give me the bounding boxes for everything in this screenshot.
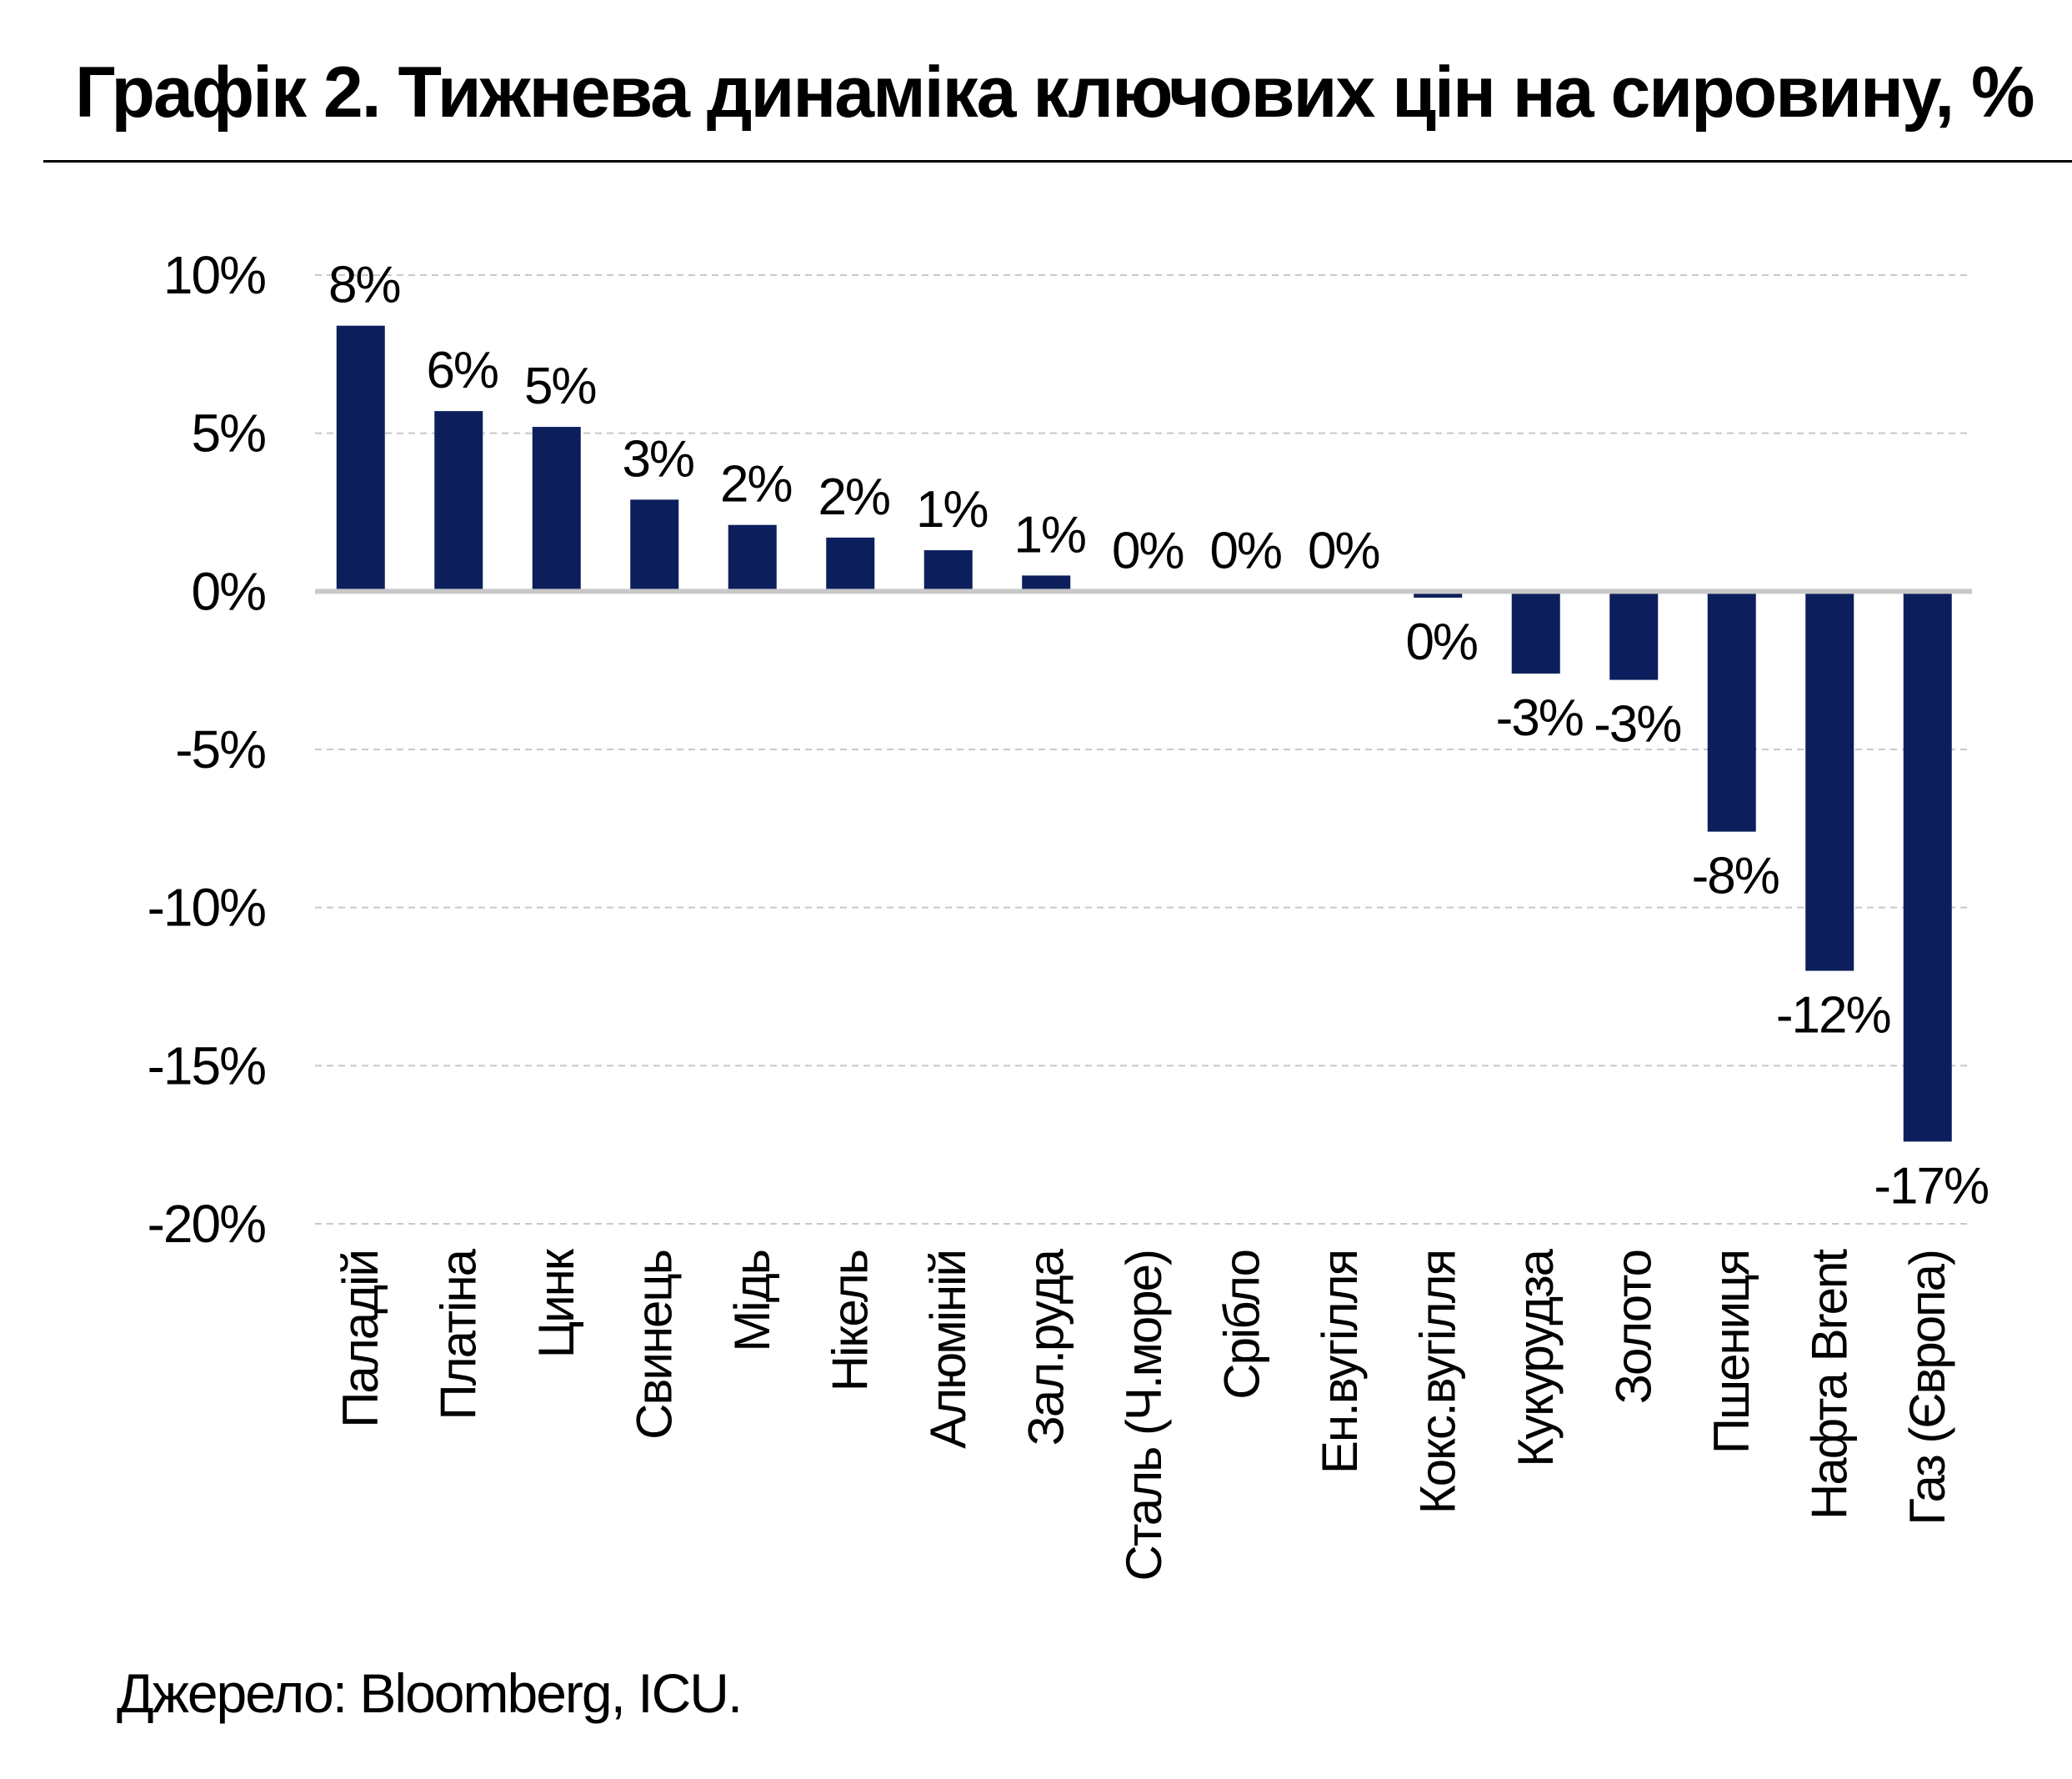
category-label: Газ (Європа) [1899,1250,1955,1526]
data-label: 0% [1308,522,1379,579]
chart-title: Графік 2. Тижнева динаміка ключових цін … [75,53,2035,133]
y-tick-label: 10% [163,245,265,305]
y-axis-ticks: 10% 5% 0% -5% -10% -15% -20% [148,245,268,1254]
category-label: Нікель [822,1250,878,1391]
data-label: -8% [1692,848,1779,905]
bar [923,550,973,592]
category-label: Алюміній [920,1250,976,1449]
data-label: 8% [328,257,400,314]
gridlines [315,274,1972,1225]
data-label: 0% [1405,614,1477,671]
category-label: Зал.руда [1018,1248,1074,1446]
data-label: 2% [720,456,792,514]
data-label: 2% [818,469,889,526]
bar [728,524,777,592]
category-label: Мідь [724,1250,780,1352]
category-label: Цинк [528,1248,584,1358]
y-tick-label: -5% [175,719,265,779]
category-label: Нафта Brent [1801,1249,1857,1520]
data-label: -17% [1874,1157,1988,1215]
data-label: 6% [426,342,498,399]
data-label: 5% [524,358,596,415]
category-label: Сталь (Ч.море) [1116,1250,1172,1581]
category-label: Паладій [333,1250,388,1428]
category-label: Срібло [1214,1250,1269,1400]
bars [336,325,1952,1142]
bar [434,411,483,592]
title-divider [43,160,2072,163]
data-label: 1% [916,481,988,539]
data-label: -3% [1496,689,1583,747]
data-label: -3% [1594,696,1680,754]
y-tick-label: 5% [192,403,266,464]
data-labels: 8% 6% 5% 3% 2% 2% 1% 1% 0% 0% 0% 0% -3% -3% -8% -12% -17… [328,257,1989,1215]
category-label: Свинець [626,1250,682,1440]
bar [1511,591,1560,674]
data-label: 0% [1209,522,1281,579]
bar [1609,591,1659,680]
bar [1707,591,1756,832]
category-label: Кукурудза [1508,1248,1564,1466]
category-label: Золото [1605,1250,1661,1404]
y-tick-label: -10% [148,878,266,938]
data-label: -12% [1776,987,1890,1045]
data-label: 1% [1013,506,1085,564]
category-label: Кокс.вугілля [1409,1250,1465,1514]
bar [1805,591,1854,971]
data-label: 3% [622,430,693,488]
bar [532,427,581,592]
bar [826,537,875,592]
bar [1414,591,1463,598]
bar [630,499,679,592]
y-tick-label: -20% [148,1194,266,1254]
source-note: Джерело: Bloomberg, ICU. [117,1662,743,1724]
x-axis-ticks: Паладій Платіна Цинк Свинець Мідь Нікель Алюмі… [333,1248,1955,1581]
y-tick-label: 0% [192,561,266,621]
category-label: Ен.вугілля [1312,1250,1368,1474]
bar [1903,591,1952,1142]
category-label: Пшениця [1704,1250,1759,1454]
data-label: 0% [1112,522,1184,579]
y-tick-label: -15% [148,1035,266,1095]
bar [1022,575,1071,592]
category-label: Платіна [430,1248,486,1420]
bar [336,325,385,592]
